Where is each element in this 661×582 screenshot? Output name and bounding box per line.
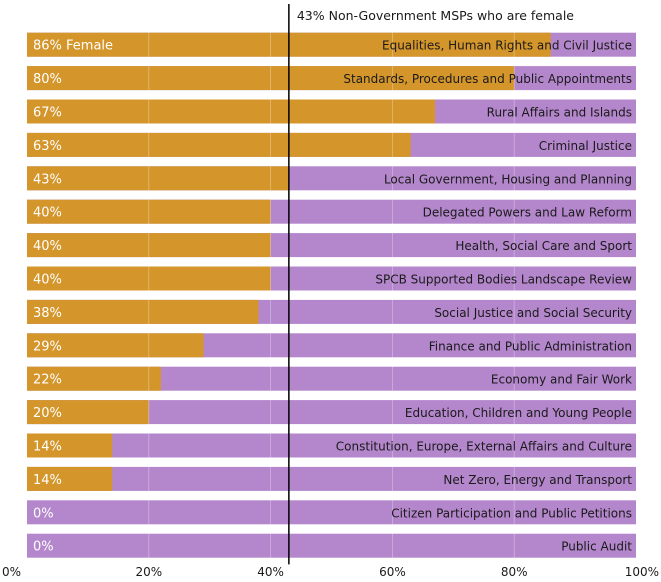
x-tick-label: 0% [2, 565, 21, 579]
x-tick-label: 100% [625, 565, 659, 579]
data-label: 80% [33, 72, 62, 87]
bar-female-segment [27, 366, 161, 391]
x-tick-label: 40% [257, 565, 284, 579]
data-label: 0% [33, 506, 54, 521]
data-label: 20% [33, 406, 62, 421]
data-label: 14% [33, 473, 62, 488]
category-label: Equalities, Human Rights and Civil Justi… [382, 39, 632, 53]
data-label: 38% [33, 306, 62, 321]
bar-female-segment [27, 299, 259, 324]
bar-female-segment [27, 132, 411, 157]
category-label: Health, Social Care and Sport [455, 239, 632, 253]
bar-female-segment [27, 233, 271, 258]
data-label: 22% [33, 373, 62, 388]
reference-line-layer: 43% Non-Government MSPs who are female [288, 4, 574, 565]
data-label: 29% [33, 339, 62, 354]
labels-layer: 86% Female Equalities, Human Rights and C… [33, 39, 632, 555]
category-label: Standards, Procedures and Public Appoint… [343, 72, 632, 86]
category-label: Criminal Justice [539, 139, 632, 153]
category-label: Finance and Public Administration [429, 339, 632, 353]
bar-male-segment [27, 500, 636, 525]
bar-female-segment [27, 433, 113, 458]
category-label: Education, Children and Young People [405, 406, 632, 420]
bar-female-segment [27, 333, 204, 358]
category-label: Constitution, Europe, External Affairs a… [336, 440, 632, 454]
data-label: 0% [33, 540, 54, 555]
data-label: 40% [33, 239, 62, 254]
data-label: 40% [33, 273, 62, 288]
category-label: SPCB Supported Bodies Landscape Review [375, 273, 632, 287]
x-tick-label: 60% [379, 565, 406, 579]
data-label: 63% [33, 139, 62, 154]
data-label: 40% [33, 206, 62, 221]
bar-female-segment [27, 400, 149, 425]
bar-female-segment [27, 466, 113, 491]
x-tick-label: 20% [135, 565, 162, 579]
category-label: Rural Affairs and Islands [487, 106, 632, 120]
data-label: 14% [33, 440, 62, 455]
category-label: Delegated Powers and Law Reform [423, 206, 632, 220]
gridlines-layer [148, 30, 515, 565]
reference-line-label: 43% Non-Government MSPs who are female [297, 8, 574, 23]
category-label: Net Zero, Energy and Transport [443, 473, 632, 487]
category-label: Citizen Participation and Public Petitio… [391, 506, 632, 520]
bar-male-segment [27, 466, 636, 491]
category-label: Economy and Fair Work [491, 373, 632, 387]
data-label: 67% [33, 106, 62, 121]
bar-male-segment [27, 533, 636, 558]
category-label: Social Justice and Social Security [434, 306, 632, 320]
bar-female-segment [27, 99, 436, 124]
bar-female-segment [27, 199, 271, 224]
data-label: 86% Female [33, 39, 113, 54]
x-axis-ticks: 0% 20% 40% 60% 80% 100% [2, 565, 659, 579]
x-tick-label: 80% [501, 565, 528, 579]
category-label: Local Government, Housing and Planning [384, 172, 632, 186]
bars-layer [27, 32, 636, 558]
category-label: Public Audit [561, 540, 632, 554]
bar-female-segment [27, 166, 289, 191]
bar-female-segment [27, 66, 515, 91]
data-label: 43% [33, 172, 62, 187]
bar-male-segment [27, 433, 636, 458]
bar-female-segment [27, 266, 271, 291]
